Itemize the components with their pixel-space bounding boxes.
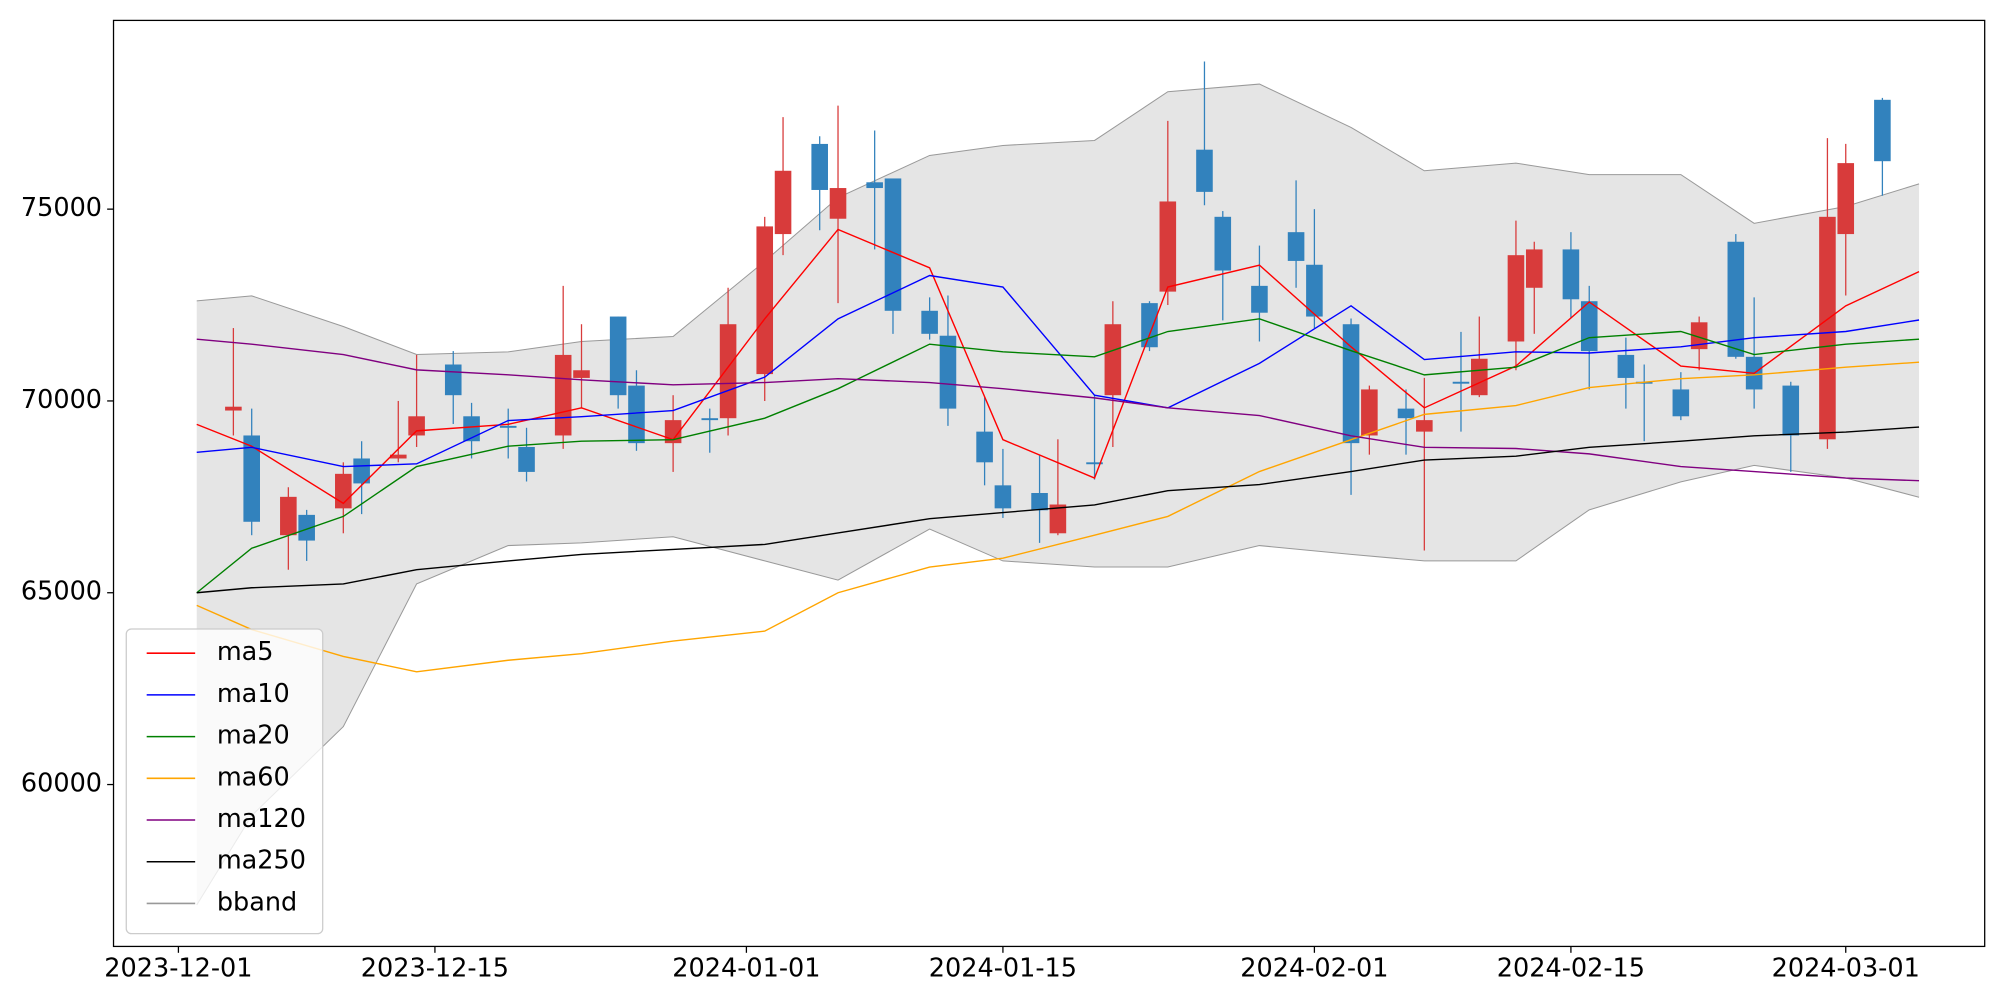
x-tick-label: 2024-01-15	[929, 953, 1077, 983]
candle-body	[573, 370, 590, 378]
candle-body	[389, 454, 407, 459]
legend-box	[125, 628, 324, 935]
candle-body	[1086, 462, 1103, 465]
candle-body	[1287, 232, 1305, 261]
ma-line	[196, 426, 1920, 594]
candle-body	[628, 385, 645, 444]
candle-body	[774, 170, 792, 235]
ma-line	[196, 361, 1920, 673]
legend-label: ma60	[217, 762, 290, 792]
candle-body	[243, 435, 260, 522]
candle-body	[939, 335, 957, 409]
x-tick-label: 2023-12-15	[361, 953, 509, 983]
candle-body	[701, 418, 719, 421]
y-tick-label: 70000	[21, 385, 102, 415]
candle-body	[1837, 163, 1855, 235]
candle-body	[280, 496, 297, 536]
candle-body	[976, 431, 993, 463]
legend-label: ma5	[217, 637, 274, 667]
candle-body	[1874, 99, 1891, 162]
x-tick-label: 2024-01-01	[672, 953, 820, 983]
candle-body	[298, 514, 315, 541]
candle-body	[1819, 216, 1836, 440]
plot-area	[196, 61, 1920, 906]
candle-body	[1306, 264, 1323, 317]
candle-body	[1214, 216, 1232, 271]
legend-label: bband	[217, 887, 297, 917]
candle-body	[1580, 301, 1598, 352]
candle-body	[829, 188, 847, 219]
legend-label: ma120	[217, 804, 306, 834]
candle-body	[994, 485, 1012, 509]
candle-body	[1104, 324, 1122, 396]
candle-body	[1196, 149, 1213, 192]
candle-body	[1031, 493, 1048, 511]
y-tick-label: 65000	[21, 577, 102, 607]
candle-body	[921, 310, 938, 334]
candle-body	[518, 446, 535, 472]
candle-body	[1141, 303, 1158, 348]
candle-body	[1562, 249, 1580, 300]
candle-body	[1471, 358, 1488, 396]
candle-body	[1342, 324, 1360, 444]
axes: 60000 65000 70000 75000 2023-12-01 2023-12-15…	[21, 193, 1920, 983]
candle-body	[1452, 381, 1470, 384]
candle-body	[1672, 389, 1690, 417]
candle-body	[1159, 201, 1177, 292]
candle-body	[1727, 241, 1745, 357]
candle-body	[884, 178, 902, 311]
candle-body	[664, 420, 682, 444]
candle-body	[1416, 420, 1433, 432]
legend-label: ma10	[217, 679, 290, 709]
axes-frame	[112, 19, 1986, 948]
candle-body	[499, 425, 517, 428]
ma-line	[196, 338, 1920, 482]
legend-label: ma250	[217, 846, 306, 876]
candle-body	[1507, 255, 1525, 342]
candle-body	[1782, 385, 1800, 436]
candle-body	[866, 182, 883, 189]
candle-body	[609, 316, 627, 396]
candle-body	[1251, 285, 1268, 313]
candle-body	[1617, 354, 1635, 378]
y-tick-label: 60000	[21, 769, 102, 799]
legend: ma5 ma10 ma20 ma60 ma120 ma250 bband	[125, 628, 324, 935]
x-tick-label: 2024-02-01	[1240, 953, 1388, 983]
candle-body	[353, 458, 370, 484]
candle-body	[1397, 408, 1415, 419]
candle-body	[463, 416, 480, 442]
candle-body	[1525, 249, 1543, 288]
candle-body	[1690, 322, 1708, 350]
candle-body	[408, 416, 425, 436]
candle-body	[811, 143, 828, 190]
candle-body	[1361, 389, 1378, 436]
candle-body	[225, 406, 242, 411]
ma-line	[196, 318, 1920, 594]
candle-body	[444, 364, 462, 396]
y-tick-label: 75000	[21, 193, 102, 223]
bband-upper	[196, 83, 1920, 356]
ma-line	[196, 274, 1920, 468]
x-tick-label: 2024-02-15	[1497, 953, 1645, 983]
x-tick-label: 2023-12-01	[104, 953, 252, 983]
candle-body	[756, 226, 774, 375]
candle-body	[719, 324, 737, 419]
x-tick-label: 2024-03-01	[1772, 953, 1920, 983]
legend-label: ma20	[217, 721, 290, 751]
candle-body	[1049, 504, 1067, 534]
candle-body	[554, 354, 572, 436]
